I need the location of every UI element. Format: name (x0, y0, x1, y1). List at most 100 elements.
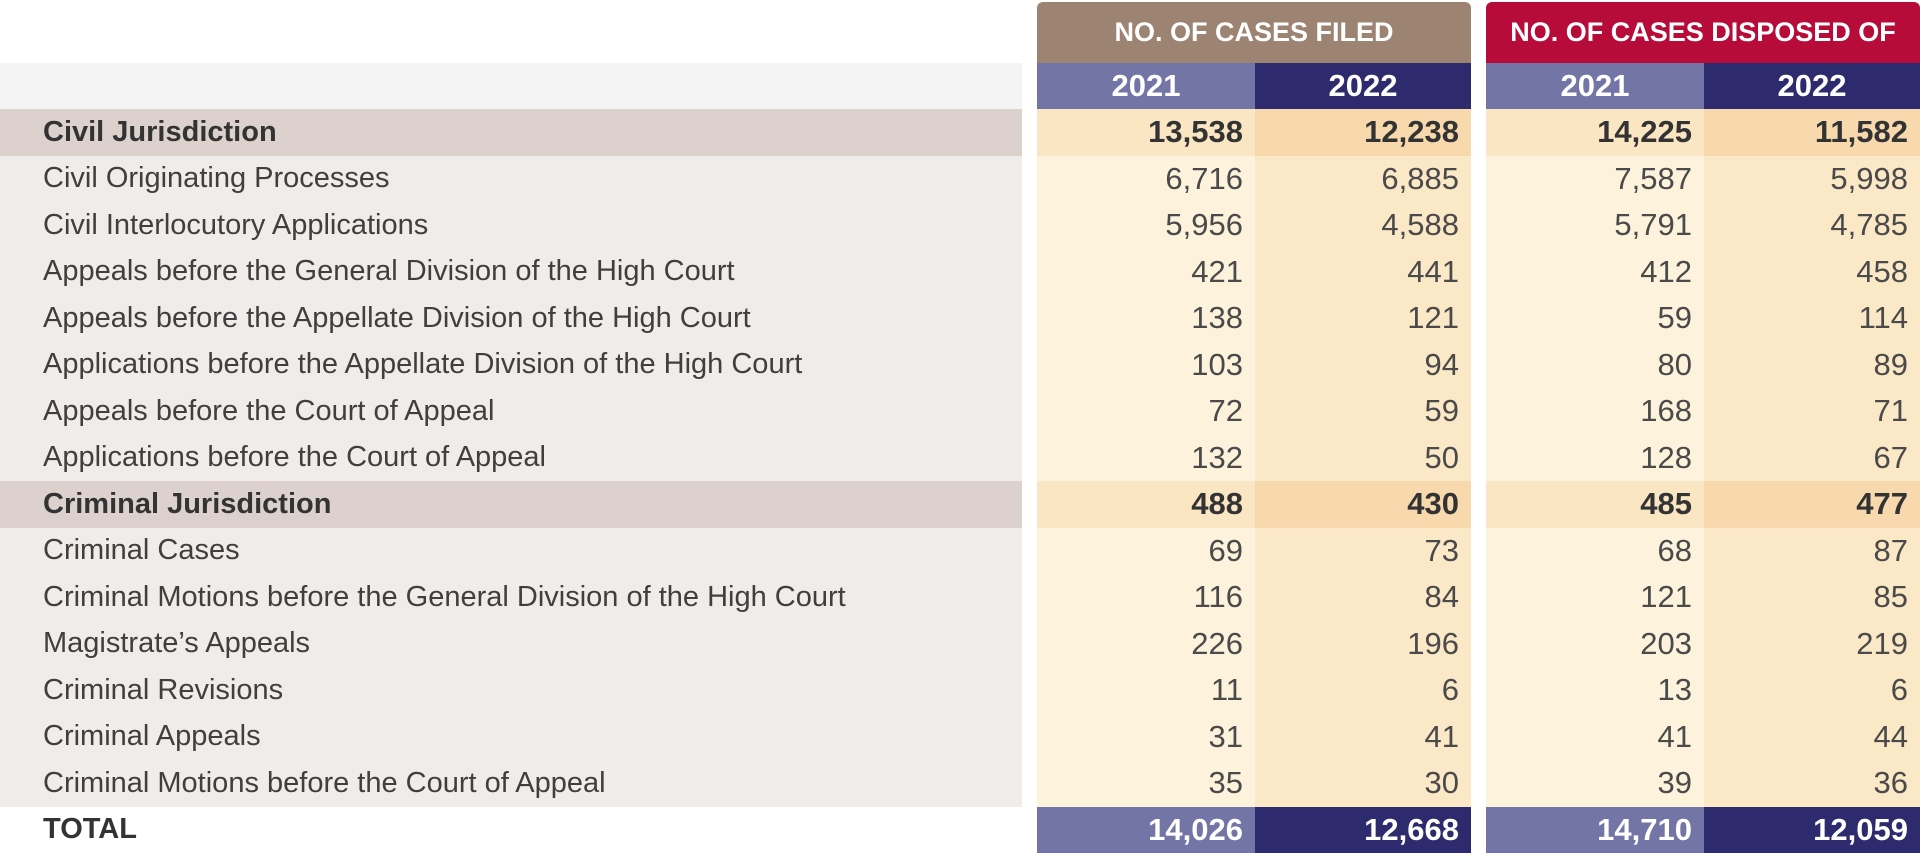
filed-2021-cell: 69 (1037, 527, 1255, 574)
cases-disposed-header: NO. OF CASES DISPOSED OF (1486, 2, 1920, 63)
disposed-year-2021: 2021 (1486, 63, 1704, 109)
filed-2021-cell: 226 (1037, 620, 1255, 667)
filed-2022-cell: 73 (1255, 527, 1471, 574)
table-row: Appeals before the Appellate Division of… (0, 295, 1920, 342)
disposed-2021-cell: 13 (1486, 667, 1704, 714)
filed-2022-cell: 12,238 (1255, 109, 1471, 156)
disposed-2022-cell: 89 (1704, 341, 1920, 388)
filed-2021-cell: 13,538 (1037, 109, 1255, 156)
disposed-2022-cell: 11,582 (1704, 109, 1920, 156)
filed-2022-cell: 30 (1255, 760, 1471, 807)
filed-2021-cell: 138 (1037, 295, 1255, 342)
disposed-year-2022: 2022 (1704, 63, 1920, 109)
disposed-2022-cell: 477 (1704, 481, 1920, 528)
row-label: Appeals before the General Division of t… (0, 248, 1022, 295)
disposed-2021-cell: 14,225 (1486, 109, 1704, 156)
cases-filed-header: NO. OF CASES FILED (1037, 2, 1471, 63)
filed-year-2022: 2022 (1255, 63, 1471, 109)
disposed-2022-cell: 44 (1704, 713, 1920, 760)
filed-2022-cell: 430 (1255, 481, 1471, 528)
disposed-2021-cell: 5,791 (1486, 202, 1704, 249)
disposed-2021-cell: 68 (1486, 527, 1704, 574)
row-label: Criminal Motions before the General Divi… (0, 574, 1022, 621)
filed-2022-cell: 41 (1255, 713, 1471, 760)
row-label: Criminal Appeals (0, 713, 1022, 760)
label-header-band (0, 63, 1022, 109)
filed-2022-cell: 6,885 (1255, 155, 1471, 202)
disposed-2021-cell: 412 (1486, 248, 1704, 295)
section-row: Criminal Jurisdiction 488 430 485 477 (0, 481, 1920, 528)
disposed-2021-cell: 168 (1486, 388, 1704, 435)
filed-2021-cell: 11 (1037, 667, 1255, 714)
filed-2022-cell: 6 (1255, 667, 1471, 714)
row-label: Civil Interlocutory Applications (0, 202, 1022, 249)
filed-2021-cell: 31 (1037, 713, 1255, 760)
filed-2022-cell: 59 (1255, 388, 1471, 435)
table-row: Criminal Revisions 11 6 13 6 (0, 667, 1920, 714)
row-label: Criminal Jurisdiction (0, 481, 1022, 528)
table-row: Appeals before the Court of Appeal 72 59 16… (0, 388, 1920, 435)
table-row: Criminal Appeals 31 41 41 44 (0, 713, 1920, 760)
disposed-2022-cell: 219 (1704, 620, 1920, 667)
filed-2021-cell: 103 (1037, 341, 1255, 388)
row-label: Criminal Cases (0, 527, 1022, 574)
disposed-2021-cell: 121 (1486, 574, 1704, 621)
filed-year-2021: 2021 (1037, 63, 1255, 109)
filed-2021-cell: 421 (1037, 248, 1255, 295)
disposed-2022-cell: 114 (1704, 295, 1920, 342)
filed-2021-cell: 132 (1037, 434, 1255, 481)
filed-2021-cell: 6,716 (1037, 155, 1255, 202)
filed-2021-cell: 488 (1037, 481, 1255, 528)
filed-2022-cell: 441 (1255, 248, 1471, 295)
disposed-2021-cell: 203 (1486, 620, 1704, 667)
disposed-2022-cell: 87 (1704, 527, 1920, 574)
filed-2021-cell: 72 (1037, 388, 1255, 435)
row-label: Magistrate’s Appeals (0, 620, 1022, 667)
table-row: Magistrate’s Appeals 226 196 203 219 (0, 620, 1920, 667)
table-row: Applications before the Appellate Divisi… (0, 341, 1920, 388)
row-label: Civil Originating Processes (0, 155, 1022, 202)
total-row: TOTAL 14,026 12,668 14,710 12,059 (0, 806, 1920, 853)
row-label: Applications before the Appellate Divisi… (0, 341, 1022, 388)
row-label: TOTAL (0, 806, 1022, 853)
filed-2022-cell: 196 (1255, 620, 1471, 667)
filed-2021-cell: 14,026 (1037, 806, 1255, 853)
disposed-2022-cell: 12,059 (1704, 806, 1920, 853)
filed-2021-cell: 35 (1037, 760, 1255, 807)
row-label: Criminal Motions before the Court of App… (0, 760, 1022, 807)
table-row: Civil Interlocutory Applications 5,956 4,5… (0, 202, 1920, 249)
disposed-2021-cell: 128 (1486, 434, 1704, 481)
table-row: Appeals before the General Division of t… (0, 248, 1920, 295)
disposed-2021-cell: 59 (1486, 295, 1704, 342)
disposed-2022-cell: 458 (1704, 248, 1920, 295)
row-label: Civil Jurisdiction (0, 109, 1022, 156)
disposed-2022-cell: 5,998 (1704, 155, 1920, 202)
disposed-2021-cell: 7,587 (1486, 155, 1704, 202)
table-row: Civil Originating Processes 6,716 6,885 7,5… (0, 155, 1920, 202)
filed-2021-cell: 116 (1037, 574, 1255, 621)
disposed-2022-cell: 6 (1704, 667, 1920, 714)
row-label: Criminal Revisions (0, 667, 1022, 714)
disposed-2021-cell: 485 (1486, 481, 1704, 528)
filed-2022-cell: 50 (1255, 434, 1471, 481)
disposed-2022-cell: 36 (1704, 760, 1920, 807)
disposed-2022-cell: 85 (1704, 574, 1920, 621)
filed-2022-cell: 4,588 (1255, 202, 1471, 249)
filed-2022-cell: 94 (1255, 341, 1471, 388)
table-row: Criminal Cases 69 73 68 87 (0, 527, 1920, 574)
filed-2021-cell: 5,956 (1037, 202, 1255, 249)
filed-2022-cell: 121 (1255, 295, 1471, 342)
filed-2022-cell: 12,668 (1255, 806, 1471, 853)
row-label: Appeals before the Appellate Division of… (0, 295, 1022, 342)
disposed-2021-cell: 14,710 (1486, 806, 1704, 853)
filed-2022-cell: 84 (1255, 574, 1471, 621)
table-row: Criminal Motions before the General Divi… (0, 574, 1920, 621)
disposed-2022-cell: 71 (1704, 388, 1920, 435)
disposed-2021-cell: 80 (1486, 341, 1704, 388)
disposed-2022-cell: 4,785 (1704, 202, 1920, 249)
row-label: Applications before the Court of Appeal (0, 434, 1022, 481)
disposed-2022-cell: 67 (1704, 434, 1920, 481)
disposed-2021-cell: 39 (1486, 760, 1704, 807)
table-row: Applications before the Court of Appeal 1… (0, 434, 1920, 481)
row-label: Appeals before the Court of Appeal (0, 388, 1022, 435)
